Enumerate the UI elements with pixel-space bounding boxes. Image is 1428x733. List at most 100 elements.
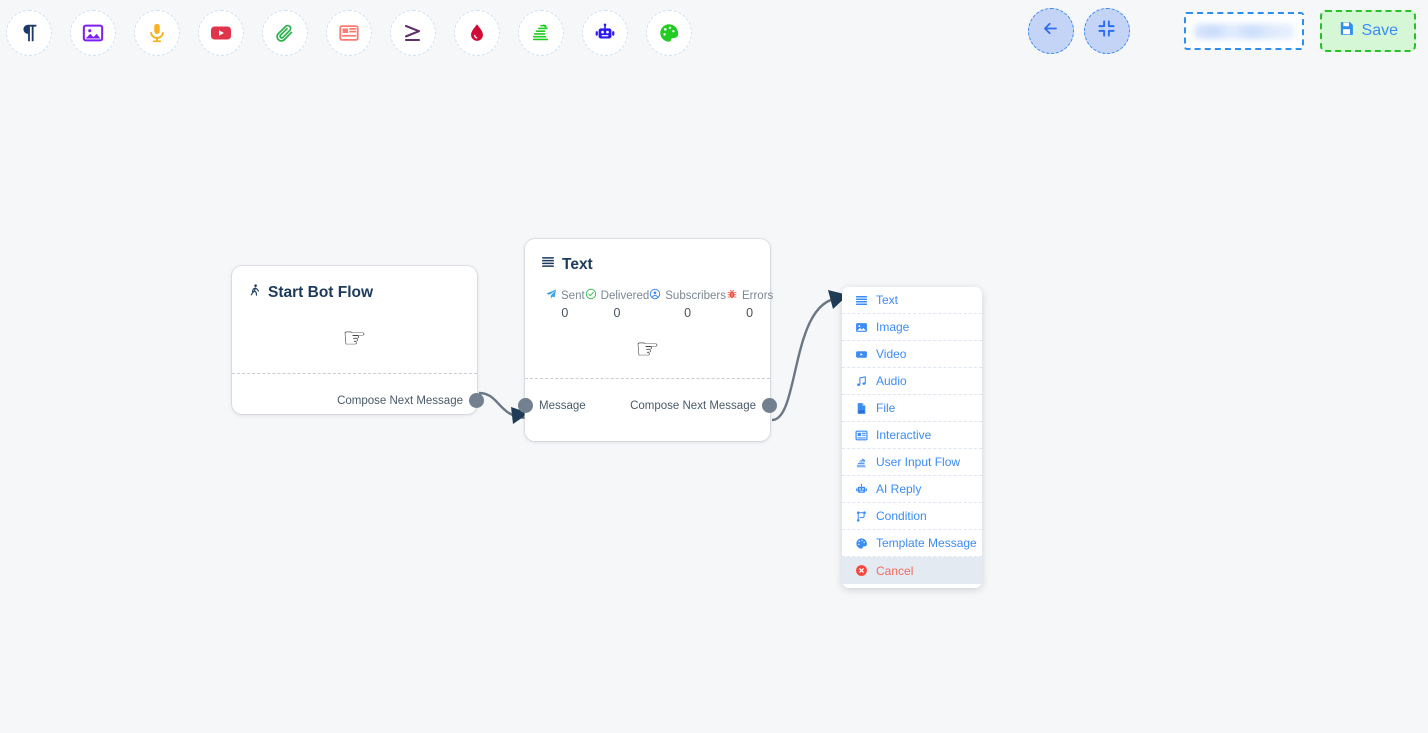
output-handle-compose-next-message[interactable] [469, 393, 484, 408]
floppy-save-icon [1338, 20, 1355, 42]
stat-label: Delivered [600, 289, 650, 302]
menu-item-video[interactable]: Video [842, 341, 982, 368]
paper-plane-icon [545, 288, 557, 303]
menu-item-user-input-flow[interactable]: User Input Flow [842, 449, 982, 476]
flow-title-input[interactable] [1183, 12, 1304, 50]
menu-item-ai-reply[interactable]: AI Reply [842, 476, 982, 503]
pdf-file-icon [854, 402, 868, 415]
image-icon [82, 22, 104, 44]
video-icon [854, 348, 868, 361]
stat-subscribers: Subscribers 0 [649, 288, 726, 320]
stat-value: 0 [613, 306, 621, 320]
microphone-icon [146, 22, 168, 44]
menu-item-image[interactable]: Image [842, 314, 982, 341]
menu-item-label: Interactive [876, 428, 932, 442]
toolbar-condition-button[interactable] [390, 10, 436, 56]
save-label: Save [1361, 22, 1398, 39]
menu-item-audio[interactable]: Audio [842, 368, 982, 395]
hand-pointer-cursor: ☞ [342, 322, 367, 353]
user-input-flow-icon [854, 456, 868, 469]
branch-condition-icon [854, 510, 868, 523]
node-title-label: Text [562, 255, 593, 273]
close-circle-icon [854, 564, 868, 577]
hand-pointer-cursor: ☞ [635, 333, 660, 364]
toolbar-paragraph-text-button[interactable] [6, 10, 52, 56]
node-type-dropdown-menu[interactable]: Text Image Video Audio File [842, 287, 982, 588]
toolbar-video-button[interactable] [198, 10, 244, 56]
menu-item-cancel[interactable]: Cancel [842, 557, 982, 584]
menu-item-label: Cancel [876, 563, 914, 578]
menu-item-file[interactable]: File [842, 395, 982, 422]
menu-item-condition[interactable]: Condition [842, 503, 982, 530]
stat-label: Errors [741, 289, 774, 302]
interactive-card-icon [338, 22, 360, 44]
palette-icon [854, 537, 868, 550]
toolbar-template-message-button[interactable] [646, 10, 692, 56]
running-person-icon [248, 282, 261, 303]
text-lines-icon [854, 294, 868, 307]
stat-label: Sent [561, 289, 585, 302]
node-stats-row: Sent 0 Delivered 0 [541, 288, 773, 320]
menu-item-text[interactable]: Text [842, 287, 982, 314]
output-handle-compose-next-message[interactable] [762, 398, 777, 413]
stat-value: 0 [746, 306, 754, 320]
node-footer: Compose Next Message [232, 373, 484, 427]
stat-value: 0 [684, 306, 692, 320]
menu-item-label: Text [876, 293, 899, 307]
stat-errors: Errors 0 [726, 288, 773, 320]
message-label: Message [539, 399, 586, 412]
youtube-video-icon [209, 21, 233, 45]
robot-icon [854, 483, 868, 496]
menu-item-label: User Input Flow [876, 455, 961, 469]
toolbar-file-button[interactable] [262, 10, 308, 56]
user-circle-icon [649, 288, 661, 303]
menu-item-label: Template Message [876, 536, 977, 550]
node-preview-area[interactable]: ☞ [248, 303, 461, 373]
toolbar-blood-drop-button[interactable] [454, 10, 500, 56]
stat-sent: Sent 0 [545, 288, 585, 320]
user-input-flow-icon [530, 22, 552, 44]
node-text[interactable]: Text Sent 0 [518, 239, 777, 441]
paperclip-file-icon [274, 22, 296, 44]
menu-item-label: Video [876, 347, 907, 361]
input-handle-message[interactable] [518, 398, 533, 413]
compose-next-message-label: Compose Next Message [630, 399, 756, 412]
palette-template-icon [658, 22, 680, 44]
node-title-label: Start Bot Flow [268, 283, 374, 301]
blood-drop-icon [466, 22, 488, 44]
fit-view-button[interactable] [1083, 8, 1130, 54]
toolbar-audio-button[interactable] [134, 10, 180, 56]
node-preview-area[interactable]: ☞ [541, 320, 754, 378]
menu-item-template-message[interactable]: Template Message [842, 530, 982, 557]
menu-item-label: File [876, 401, 896, 415]
interactive-card-icon [854, 429, 868, 442]
music-note-icon [854, 375, 868, 388]
header-controls: Save [1027, 8, 1416, 54]
stat-value: 0 [561, 306, 569, 320]
toolbar-interactive-button[interactable] [326, 10, 372, 56]
node-start-bot-flow[interactable]: Start Bot Flow ☞ Compose Next Message [232, 266, 484, 414]
greater-than-equal-icon [401, 21, 425, 45]
back-button[interactable] [1027, 8, 1074, 54]
stat-delivered: Delivered 0 [585, 288, 650, 320]
check-circle-icon [585, 288, 597, 303]
menu-item-label: Audio [876, 374, 907, 388]
node-footer: Message Compose Next Message [518, 378, 777, 432]
menu-item-interactive[interactable]: Interactive [842, 422, 982, 449]
menu-item-label: Condition [876, 509, 927, 523]
flow-title-value [1193, 23, 1294, 39]
toolbar-image-button[interactable] [70, 10, 116, 56]
toolbar-ai-reply-button[interactable] [582, 10, 628, 56]
node-type-toolbar [0, 0, 710, 66]
bug-icon [726, 288, 738, 303]
save-button[interactable]: Save [1319, 10, 1416, 52]
paragraph-text-icon [18, 22, 40, 44]
toolbar-user-input-flow-button[interactable] [518, 10, 564, 56]
menu-item-label: Image [876, 320, 910, 334]
compose-next-message-label: Compose Next Message [337, 394, 463, 407]
arrow-left-icon [1041, 19, 1060, 43]
image-icon [854, 321, 868, 334]
text-lines-icon [541, 255, 555, 274]
menu-item-label: AI Reply [876, 482, 922, 496]
